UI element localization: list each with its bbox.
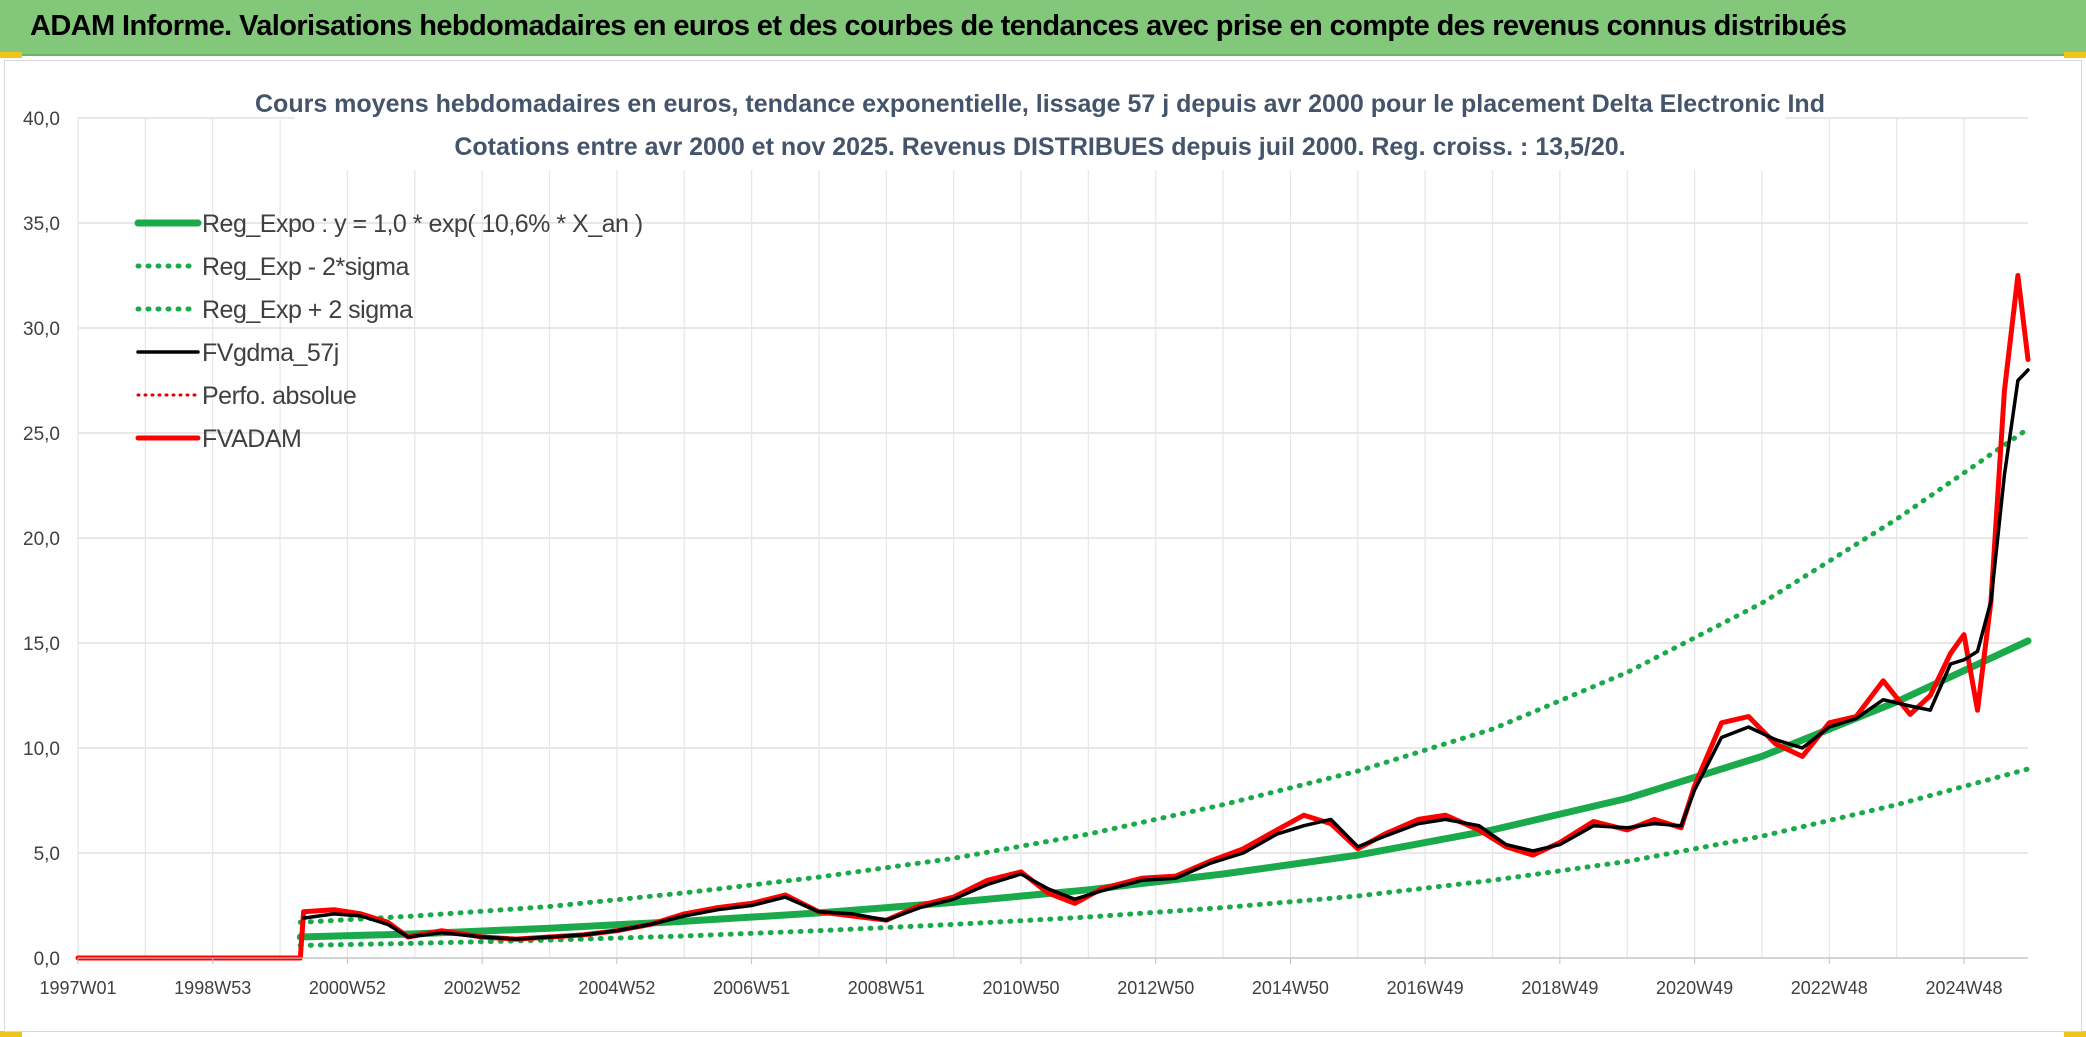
y-tick-label: 5,0: [34, 844, 60, 865]
x-tick-label: 2024W48: [1925, 978, 2002, 998]
x-tick-label: 2006W51: [713, 978, 790, 998]
corner-marker-bottom-right: [2064, 1031, 2086, 1037]
y-tick-label: 30,0: [23, 319, 60, 340]
x-tick-label: 2022W48: [1791, 978, 1868, 998]
chart-subtitle: Cotations entre avr 2000 et nov 2025. Re…: [454, 133, 1625, 161]
series-line-2: [297, 426, 2031, 925]
axes: 0,0 5,0 10,0 15,0 20,0 25,0 30,0 35,0 40,0 1997W0…: [23, 109, 2028, 998]
x-tick-label: 2012W50: [1117, 978, 1194, 998]
report-header: ADAM Informe. Valorisations hebdomadaire…: [0, 0, 2086, 56]
x-tick-label: 2020W49: [1656, 978, 1733, 998]
corner-marker-top-right: [2064, 52, 2086, 58]
legend-label: Perfo. absolue: [202, 382, 356, 410]
chart-frame: [4, 60, 2082, 1032]
x-tick-label: 2000W52: [309, 978, 386, 998]
x-tick-label: 1997W01: [39, 978, 116, 998]
x-tick-label: 1998W53: [174, 978, 251, 998]
x-tick-label: 2014W50: [1252, 978, 1329, 998]
y-tick-label: 20,0: [23, 529, 60, 550]
chart-title-background: [295, 80, 1785, 170]
chart-title: Cours moyens hebdomadaires en euros, ten…: [255, 90, 1825, 118]
legend-label: FVADAM: [202, 425, 301, 453]
legend: Reg_Expo : y = 1,0 * exp( 10,6% * X_an )…: [134, 210, 643, 453]
y-tick-label: 0,0: [34, 949, 60, 970]
legend-label: Reg_Exp + 2 sigma: [202, 296, 413, 324]
legend-label: Reg_Expo : y = 1,0 * exp( 10,6% * X_an ): [202, 210, 643, 238]
corner-marker-top-left: [0, 52, 22, 58]
x-tick-label: 2008W51: [848, 978, 925, 998]
x-tick-label: 2016W49: [1387, 978, 1464, 998]
grid: [77, 117, 2028, 959]
x-tick-label: 2004W52: [578, 978, 655, 998]
y-tick-label: 40,0: [23, 109, 60, 130]
series-lines: [75, 273, 2032, 961]
legend-label: FVgdma_57j: [202, 339, 339, 367]
x-tick-label: 2010W50: [982, 978, 1059, 998]
y-tick-label: 15,0: [23, 634, 60, 655]
legend-label: Reg_Exp - 2*sigma: [202, 253, 409, 281]
corner-marker-bottom-left: [0, 1031, 22, 1037]
y-tick-label: 25,0: [23, 424, 60, 445]
series-line-1: [297, 766, 2031, 948]
y-tick-label: 35,0: [23, 214, 60, 235]
y-tick-label: 10,0: [23, 739, 60, 760]
x-tick-label: 2002W52: [444, 978, 521, 998]
series-line-3: [301, 368, 2030, 941]
x-tick-label: 2018W49: [1521, 978, 1598, 998]
report-title: ADAM Informe. Valorisations hebdomadaire…: [30, 10, 1847, 42]
series-line-0: [296, 637, 2032, 941]
